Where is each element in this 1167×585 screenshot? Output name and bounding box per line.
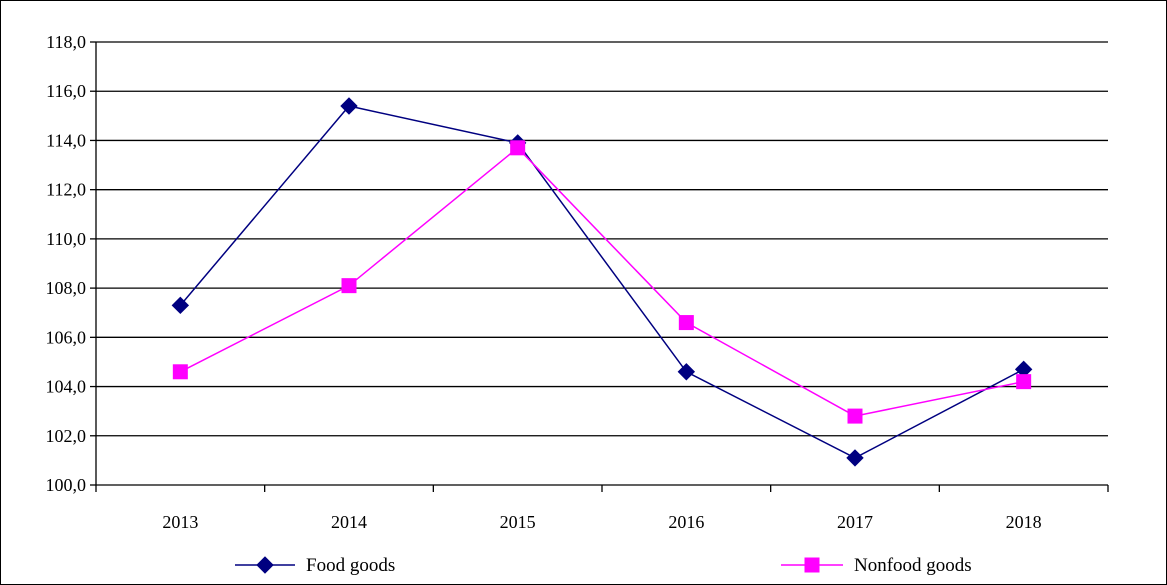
square-marker [804, 557, 820, 573]
legend-item: Nonfood goods [781, 555, 972, 576]
y-tick-label: 118,0 [46, 32, 86, 52]
x-tick-label: 2016 [668, 512, 704, 532]
square-marker [678, 315, 694, 331]
y-tick-label: 114,0 [46, 130, 86, 150]
gridlines [96, 41, 1108, 437]
x-tick-label: 2017 [837, 512, 873, 532]
legend-item: Food goods [235, 555, 395, 576]
square-marker [172, 364, 188, 380]
series-line [179, 146, 1024, 417]
series-line [179, 105, 1025, 459]
y-tick-label: 104,0 [46, 377, 87, 397]
diamond-marker [171, 296, 190, 315]
y-tick-label: 100,0 [46, 475, 87, 495]
x-tick-label: 2015 [500, 512, 536, 532]
y-tick-label: 112,0 [46, 180, 86, 200]
diamond-marker [340, 97, 358, 115]
y-tick-label: 102,0 [46, 426, 87, 446]
y-tick-label: 116,0 [46, 81, 86, 101]
series-layer [171, 97, 1033, 467]
series-food-goods [171, 97, 1033, 467]
x-tick-label: 2014 [331, 512, 367, 532]
series-nonfood-goods [172, 140, 1032, 424]
legend-label: Nonfood goods [854, 555, 972, 576]
axes [90, 41, 1109, 492]
y-axis-tick-labels: 100,0 102,0 104,0 106,0 108,0 110,0 112,0 114,0… [46, 32, 87, 495]
square-marker [847, 408, 863, 424]
square-marker [1016, 374, 1032, 390]
legend-label: Food goods [306, 555, 395, 576]
y-tick-label: 108,0 [46, 278, 87, 298]
y-tick-label: 110,0 [46, 229, 86, 249]
square-marker [510, 140, 526, 156]
square-marker [341, 278, 357, 294]
x-axis-tick-labels: 2013 2014 2015 2016 2017 2018 [162, 512, 1041, 532]
diamond-marker [256, 556, 274, 574]
diamond-marker [846, 449, 864, 467]
x-tick-label: 2018 [1006, 512, 1042, 532]
legend: Food goods Nonfood goods [235, 555, 972, 576]
x-tick-label: 2013 [162, 512, 198, 532]
diamond-marker [677, 363, 696, 381]
y-tick-label: 106,0 [46, 327, 87, 347]
